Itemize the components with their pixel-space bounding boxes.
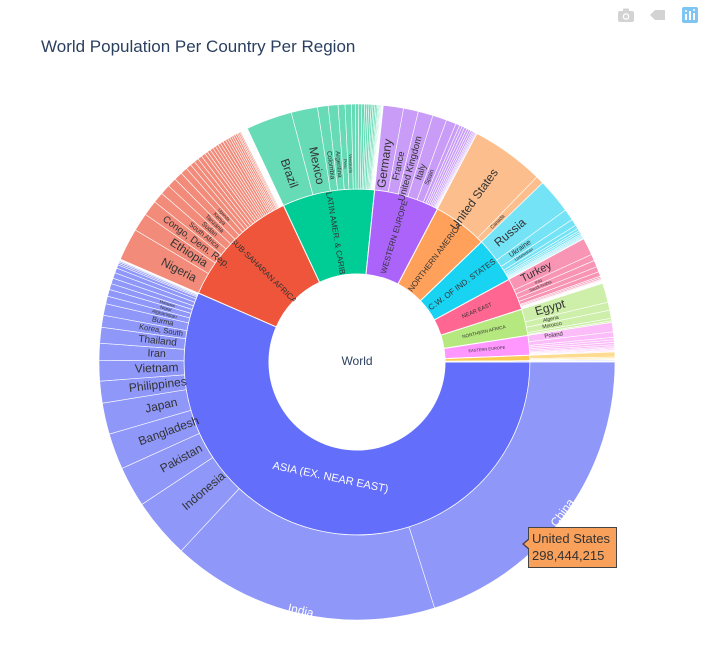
country-label-malaysia: Malaysia xyxy=(159,299,176,309)
hover-tooltip: United States 298,444,215 xyxy=(522,527,618,568)
tag-icon[interactable] xyxy=(649,6,667,24)
root-node[interactable] xyxy=(269,274,445,450)
plotly-logo-icon[interactable] xyxy=(681,6,699,24)
region-label-eastern-europe: EASTERN EUROPE xyxy=(468,345,506,354)
country-label-nepal: Nepal xyxy=(160,304,172,312)
tooltip-label: United States xyxy=(532,531,611,546)
country-label-morocco: Morocco xyxy=(542,321,563,331)
region-arc-baltics[interactable] xyxy=(444,360,531,363)
country-label-poland: Poland xyxy=(544,331,563,339)
country-label-algeria: Algeria xyxy=(542,315,559,324)
tooltip-value: 298,444,215 xyxy=(532,548,605,563)
country-label-philippines: Philippines xyxy=(128,374,187,395)
country-label-venezuela: Venezuela xyxy=(348,154,354,174)
country-label-india: India xyxy=(287,601,316,620)
country-label-colombia: Colombia xyxy=(325,151,336,180)
chart-title: World Population Per Country Per Region xyxy=(41,37,356,56)
country-arc-china[interactable] xyxy=(408,361,616,609)
tooltip-arrow-fill xyxy=(523,539,530,549)
country-arc-eritrea[interactable] xyxy=(239,131,280,209)
country-arc-gaza-strip[interactable] xyxy=(521,281,603,310)
country-label-vietnam: Vietnam xyxy=(134,360,178,375)
country-label-peru: Peru xyxy=(343,159,349,169)
country-arc-jamaica[interactable] xyxy=(373,104,383,191)
country-label-thailand: Thailand xyxy=(138,334,177,349)
camera-icon[interactable] xyxy=(617,6,635,24)
country-label-iraq: Iraq xyxy=(534,277,543,285)
country-label-argentina: Argentina xyxy=(334,151,343,179)
root-label: World xyxy=(341,354,372,368)
country-label-iran: Iran xyxy=(147,347,166,360)
country-label-japan: Japan xyxy=(144,395,179,416)
modebar xyxy=(617,6,699,24)
country-label-germany: Germany xyxy=(374,138,395,189)
